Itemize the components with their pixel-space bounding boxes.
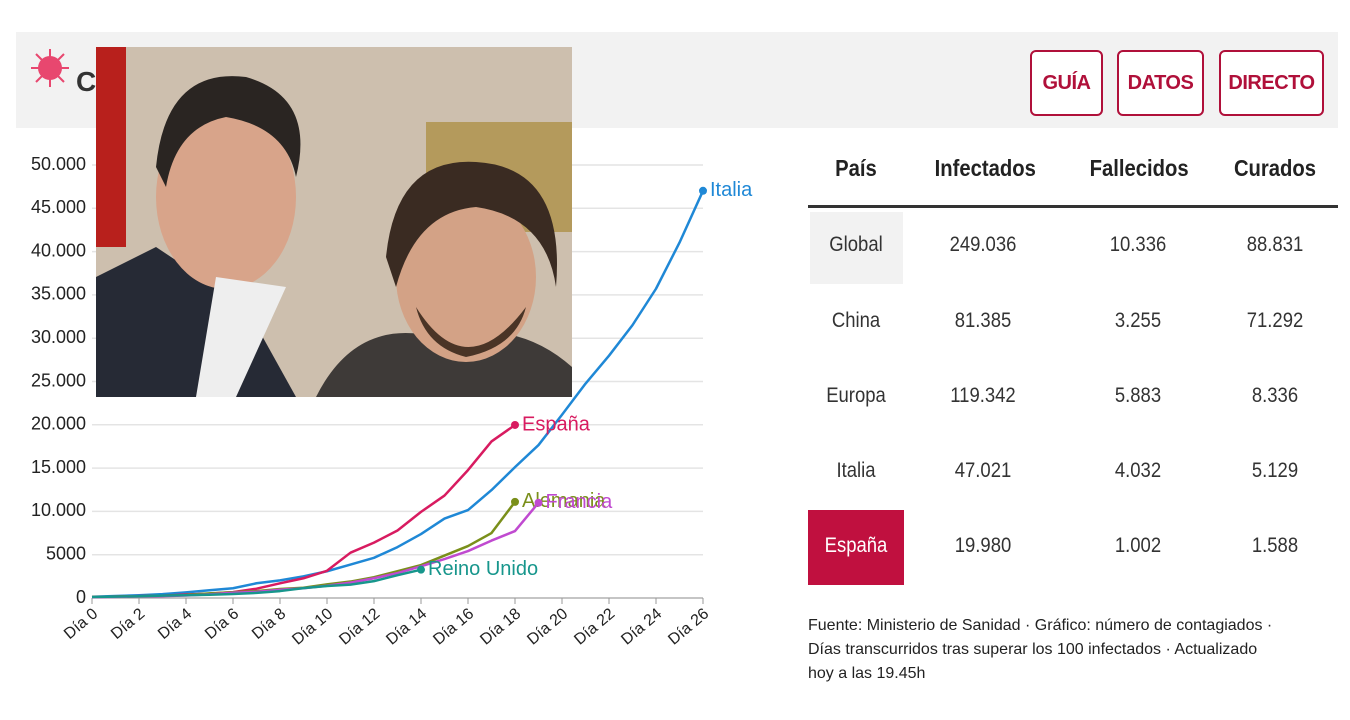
x-tick-label: Día 2 xyxy=(108,605,148,643)
series-line xyxy=(91,190,705,598)
table-cell: Europa xyxy=(826,384,886,407)
table-cell: 71.292 xyxy=(1246,309,1304,332)
y-tick-label: 0 xyxy=(76,587,86,607)
series-label: Reino Unido xyxy=(428,558,538,580)
y-tick-label: 25.000 xyxy=(31,370,86,390)
nav-button[interactable]: DATOS xyxy=(1117,50,1204,116)
y-tick-label: 30.000 xyxy=(31,327,86,347)
table-cell: 10.336 xyxy=(1109,233,1167,256)
header-rule xyxy=(808,205,1338,208)
end-point xyxy=(534,498,543,507)
table-cell: 4.032 xyxy=(1114,459,1162,482)
table-cell: 47.021 xyxy=(954,459,1012,482)
table-cell: 81.385 xyxy=(954,309,1012,332)
x-tick-label: Día 20 xyxy=(524,605,571,648)
x-tick-label: Día 24 xyxy=(618,605,665,648)
x-tick-label: Día 22 xyxy=(571,605,618,648)
end-point xyxy=(699,186,707,195)
table-cell: Italia xyxy=(836,459,876,482)
y-tick-label: 15.000 xyxy=(31,457,86,477)
x-tick-label: Día 18 xyxy=(477,605,524,648)
series-label: Italia xyxy=(710,179,753,201)
x-tick-label: Día 0 xyxy=(61,605,101,643)
table-cell: 249.036 xyxy=(949,233,1017,256)
logo xyxy=(31,49,69,87)
series-label: España xyxy=(522,413,591,435)
x-tick-label: Día 12 xyxy=(336,605,383,648)
y-tick-label: 10.000 xyxy=(31,500,86,520)
x-tick-label: Día 14 xyxy=(383,605,430,648)
table-cell: 119.342 xyxy=(950,384,1016,407)
series-label: Alemania xyxy=(522,490,606,512)
logo-text: C xyxy=(76,66,97,97)
end-point xyxy=(511,420,519,429)
end-point xyxy=(417,565,425,574)
table-cell: 5.883 xyxy=(1114,384,1162,407)
y-tick-label: 20.000 xyxy=(31,414,86,434)
table-cell: 19.980 xyxy=(954,534,1012,557)
y-tick-label: 45.000 xyxy=(31,197,86,217)
x-tick-label: Día 8 xyxy=(249,605,289,643)
table-cell: Curados xyxy=(1233,155,1317,181)
series-line xyxy=(91,501,540,599)
y-tick-label: 5000 xyxy=(46,543,86,563)
row-highlight xyxy=(810,212,903,284)
photo xyxy=(96,47,572,397)
y-tick-label: 40.000 xyxy=(31,240,86,260)
table-cell: Fallecidos xyxy=(1089,155,1189,181)
nav-button[interactable]: GUÍA xyxy=(1030,50,1103,116)
series-line xyxy=(91,568,422,599)
table-cell: Infectados xyxy=(934,155,1036,181)
table-cell: España xyxy=(824,534,888,557)
end-point xyxy=(511,497,519,506)
series-label: Francia xyxy=(546,491,614,513)
y-tick-label: 35.000 xyxy=(31,284,86,304)
table-cell: 5.129 xyxy=(1251,459,1299,482)
table-cell: Global xyxy=(829,233,883,256)
row-highlight xyxy=(808,510,904,585)
table-cell: 88.831 xyxy=(1246,233,1304,256)
table-cell: 3.255 xyxy=(1114,309,1162,332)
x-tick-label: Día 10 xyxy=(289,605,336,648)
x-tick-label: Día 4 xyxy=(155,605,195,643)
table-cell: China xyxy=(831,309,881,332)
y-tick-label: 50.000 xyxy=(31,154,86,174)
table-cell: 8.336 xyxy=(1251,384,1299,407)
table-cell: País xyxy=(835,155,877,181)
table-cell: 1.002 xyxy=(1114,534,1162,557)
table-cell: 1.588 xyxy=(1251,534,1299,557)
x-tick-label: Día 26 xyxy=(665,605,712,648)
nav-button[interactable]: DIRECTO xyxy=(1219,50,1324,116)
footnote: Fuente: Ministerio de Sanidad · Gráfico:… xyxy=(808,617,1273,682)
x-tick-label: Día 16 xyxy=(430,605,477,648)
x-tick-label: Día 6 xyxy=(202,605,242,643)
